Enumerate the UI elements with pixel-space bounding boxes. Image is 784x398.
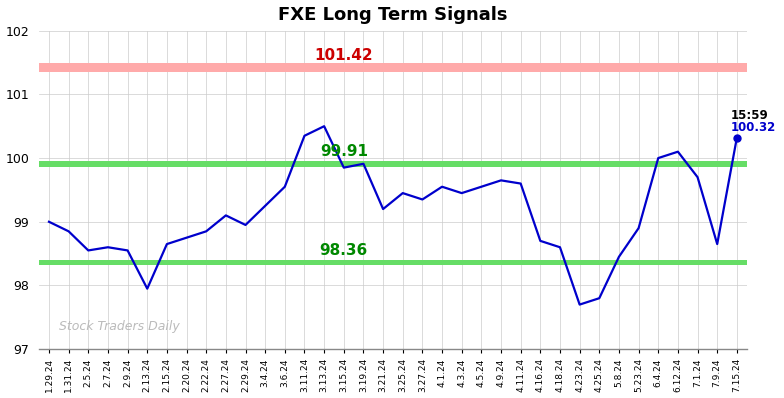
Text: 99.91: 99.91 — [320, 144, 368, 159]
Text: 15:59: 15:59 — [731, 109, 769, 122]
Text: 101.42: 101.42 — [314, 47, 373, 62]
Text: Stock Traders Daily: Stock Traders Daily — [59, 320, 180, 333]
Title: FXE Long Term Signals: FXE Long Term Signals — [278, 6, 508, 23]
Point — [731, 135, 743, 141]
Bar — [39, 63, 746, 72]
Bar — [39, 259, 746, 265]
Text: 100.32: 100.32 — [731, 121, 776, 135]
Bar — [39, 161, 746, 167]
Text: 98.36: 98.36 — [320, 243, 368, 258]
